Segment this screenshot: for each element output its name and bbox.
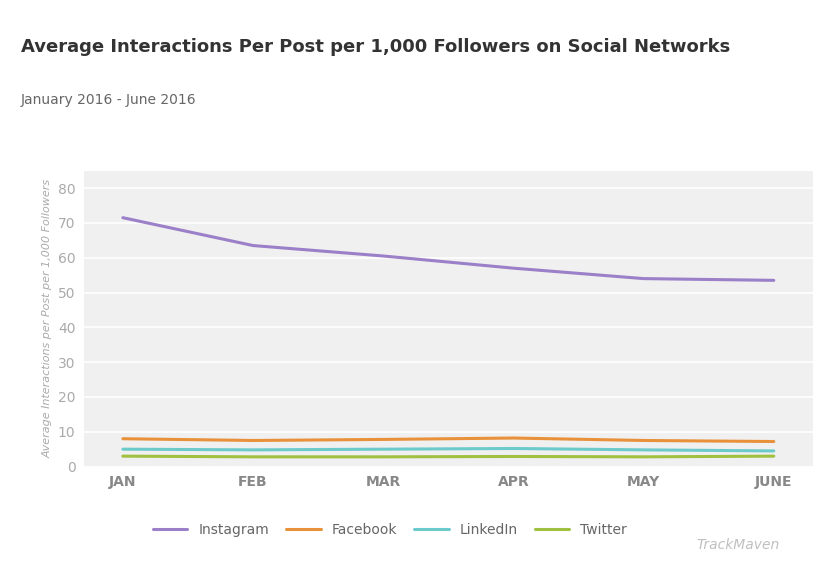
Twitter [639, 453, 649, 460]
Line: Facebook: Facebook [123, 438, 773, 442]
Instagram [378, 253, 388, 259]
Facebook [248, 437, 258, 444]
Line: Instagram: Instagram [123, 218, 773, 281]
Text: January 2016 - June 2016: January 2016 - June 2016 [21, 93, 197, 107]
Instagram [509, 265, 519, 271]
Instagram [118, 215, 128, 221]
Facebook [639, 437, 649, 444]
LinkedIn [639, 447, 649, 453]
Twitter [118, 453, 128, 460]
Twitter [509, 453, 519, 460]
Twitter [248, 453, 258, 460]
Instagram [639, 275, 649, 282]
LinkedIn [378, 446, 388, 452]
Legend: Instagram, Facebook, LinkedIn, Twitter: Instagram, Facebook, LinkedIn, Twitter [147, 517, 633, 542]
Text: Average Interactions Per Post per 1,000 Followers on Social Networks: Average Interactions Per Post per 1,000 … [21, 38, 730, 56]
LinkedIn [509, 445, 519, 452]
Facebook [378, 436, 388, 443]
Text: TrackMaven: TrackMaven [696, 538, 779, 552]
Facebook [509, 435, 519, 442]
Line: Twitter: Twitter [123, 456, 773, 457]
Y-axis label: Average Interactions per Post per 1,000 Followers: Average Interactions per Post per 1,000 … [42, 179, 52, 458]
LinkedIn [118, 446, 128, 452]
Instagram [248, 242, 258, 249]
Instagram [768, 277, 779, 284]
Line: LinkedIn: LinkedIn [123, 448, 773, 451]
Twitter [378, 453, 388, 460]
LinkedIn [768, 447, 779, 454]
Twitter [768, 453, 779, 460]
LinkedIn [248, 447, 258, 453]
Facebook [118, 435, 128, 442]
Facebook [768, 438, 779, 445]
